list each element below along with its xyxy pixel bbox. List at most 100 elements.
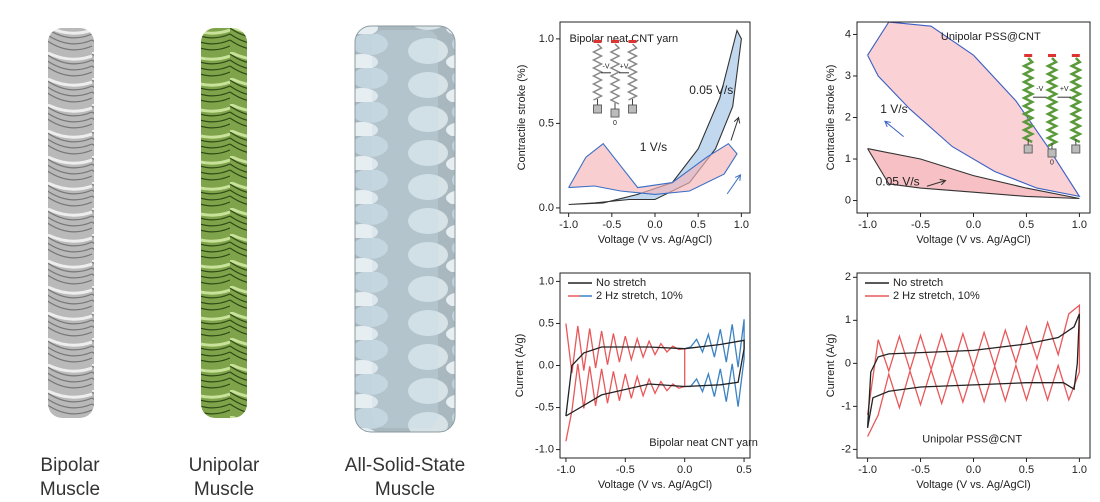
y-tick-label: 0 [845,357,851,369]
inset-spring [1069,57,1083,144]
x-tick-label: 0.5 [1019,464,1034,476]
inset-cap [1024,54,1033,57]
inset-label: 0 [1050,160,1054,167]
inset-label: -V [1036,86,1043,93]
x-axis-label: Voltage (V vs. Ag/AgCl) [916,234,1030,246]
y-tick-label: 4 [845,28,851,40]
inset-cap [1048,54,1056,57]
inset-cap [593,40,602,43]
y-tick-label: -1.0 [535,443,554,455]
caption: Bipolar [40,455,100,476]
inset-weight [593,104,602,114]
legend-label: 2 Hz stretch, 10% [893,290,980,302]
chart-title: Bipolar neat CNT yarn [649,437,758,449]
y-tick-label: 1.0 [539,33,554,45]
annotation: 0.05 V/s [689,83,733,97]
x-tick-label: -1.0 [858,219,877,231]
x-tick-label: -1.0 [858,464,877,476]
arrow [730,116,741,141]
x-tick-label: 0.0 [966,219,981,231]
x-axis-label: Voltage (V vs. Ag/AgCl) [916,479,1030,491]
inset-weight [1071,144,1081,154]
series-line [867,148,1080,200]
y-tick-label: 0.0 [539,359,554,371]
x-tick-label: -0.5 [602,219,621,231]
annotation: 1 V/s [880,102,907,116]
inset-spring [1045,57,1059,148]
inset-spring [591,43,604,101]
caption: All-Solid-State [345,455,465,476]
inset-label: 0 [613,120,617,127]
x-tick-label: 0.5 [691,219,706,231]
series-line [568,142,738,195]
y-axis-label: Current (A/g) [514,334,526,398]
x-tick-label: 0.0 [966,464,981,476]
caption: Muscle [40,479,100,500]
caption: Muscle [375,479,435,500]
y-tick-label: -2 [841,443,851,455]
annotation: 0.05 V/s [876,175,920,189]
inset-cap [628,40,637,43]
y-axis-label: Contractile stroke (%) [825,65,837,171]
solid-state-muscle-image [354,25,456,433]
x-tick-label: 1.0 [1072,464,1087,476]
y-tick-label: 0.0 [539,202,554,214]
inset-cap [611,40,619,43]
arrow [926,178,947,187]
x-tick-label: 0.5 [736,464,751,476]
series-line [565,323,686,442]
unipolar-muscle-image [201,28,247,418]
y-tick-label: 1 [845,314,851,326]
x-tick-label: -1.0 [559,219,578,231]
chart-title: Unipolar PSS@CNT [941,31,1041,43]
inset-spring [1021,57,1035,144]
inset-label: +V [620,64,629,71]
x-tick-label: 0.0 [677,464,692,476]
y-tick-label: 1 [845,153,851,165]
y-tick-label: 2 [845,111,851,123]
arrow [726,173,742,195]
annotation: 1 V/s [640,140,667,154]
y-tick-label: 1.0 [539,275,554,287]
muscle-images [48,25,456,433]
bipolar-muscle-image [48,28,94,418]
inset-weight [610,108,620,118]
legend-label: 2 Hz stretch, 10% [596,290,683,302]
inset-label: +V [1060,86,1069,93]
series-line [684,319,745,407]
inset-label: -V [603,64,610,71]
caption: Muscle [194,479,254,500]
x-tick-label: -0.5 [911,219,930,231]
x-tick-label: -0.5 [911,464,930,476]
series-line [866,313,1081,429]
inset-weight [1047,148,1057,158]
y-tick-label: 3 [845,70,851,82]
y-tick-label: 0 [845,194,851,206]
x-tick-label: -1.0 [556,464,575,476]
y-axis-label: Current (A/g) [825,334,837,398]
legend-label: No stretch [893,277,943,289]
y-axis-label: Contractile stroke (%) [516,65,528,171]
series-line [866,303,1081,437]
chart-title: Bipolar neat CNT yarn [570,33,679,45]
inset-weight [1023,144,1033,154]
y-tick-label: -0.5 [535,401,554,413]
x-tick-label: 1.0 [1072,219,1087,231]
caption: Unipolar [189,455,260,476]
inset-spring [609,43,621,105]
legend-label: No stretch [596,277,646,289]
y-tick-label: 0.5 [539,117,554,129]
x-axis-label: Voltage (V vs. Ag/AgCl) [598,479,712,491]
y-tick-label: -1 [841,400,851,412]
inset-cap [1071,54,1080,57]
chart-title: Unipolar PSS@CNT [922,433,1022,445]
x-tick-label: 0.5 [1019,219,1034,231]
x-tick-label: 0.0 [647,219,662,231]
series-line [565,339,745,417]
x-axis-label: Voltage (V vs. Ag/AgCl) [598,234,712,246]
solid-state-core [372,30,438,428]
y-tick-label: 2 [845,271,851,283]
x-tick-label: 1.0 [734,219,749,231]
panel-captions: Bipolar Muscle Unipolar Muscle All-Solid… [40,455,465,500]
